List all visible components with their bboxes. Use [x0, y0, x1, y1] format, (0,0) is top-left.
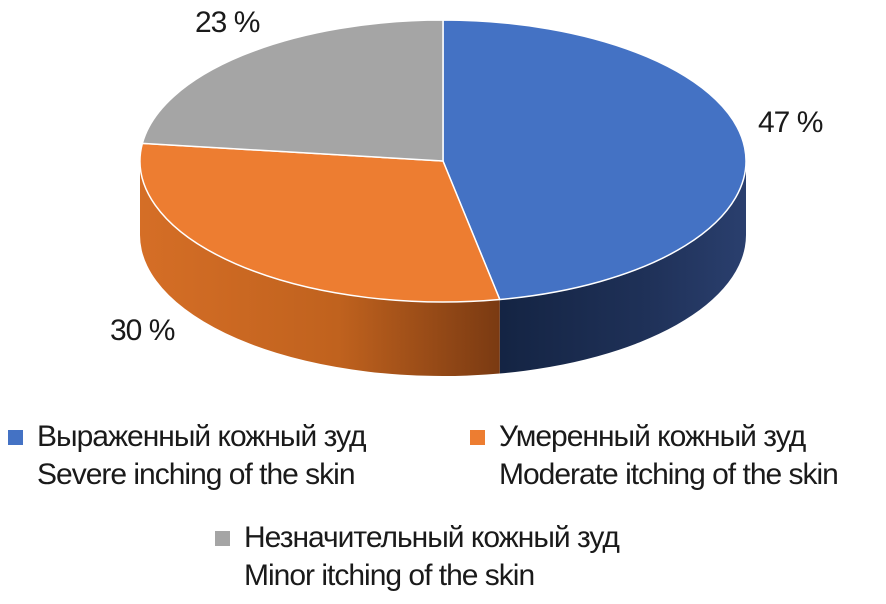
legend-label-minor-en: Minor itching of the skin	[244, 559, 535, 592]
legend-item-minor: Незначительный кожный зуд Minor itching …	[215, 519, 620, 595]
data-label-moderate: 30 %	[110, 314, 175, 347]
legend-swatch-minor	[215, 531, 230, 546]
pie-slice-severe	[442, 19, 747, 301]
legend-label-minor-ru: Незначительный кожный зуд	[244, 521, 620, 554]
pie-slice-side-moderate	[140, 161, 500, 376]
pie-slice-moderate	[139, 142, 501, 303]
legend-label-severe-ru: Выраженный кожный зуд	[37, 420, 367, 453]
legend-label-moderate-en: Moderate itching of the skin	[499, 458, 839, 491]
pie-slice-minor	[141, 19, 444, 162]
data-label-minor: 23 %	[195, 6, 260, 39]
data-label-severe: 47 %	[758, 106, 823, 139]
pie-slice-side-severe	[499, 161, 746, 374]
legend-label-severe-en: Severe inching of the skin	[37, 458, 356, 491]
legend-item-moderate: Умеренный кожный зуд Moderate itching of…	[470, 418, 839, 494]
legend-item-severe: Выраженный кожный зуд Severe inching of …	[8, 418, 367, 494]
legend-swatch-moderate	[470, 430, 485, 445]
legend-label-moderate-ru: Умеренный кожный зуд	[499, 420, 806, 453]
legend-swatch-severe	[8, 430, 23, 445]
